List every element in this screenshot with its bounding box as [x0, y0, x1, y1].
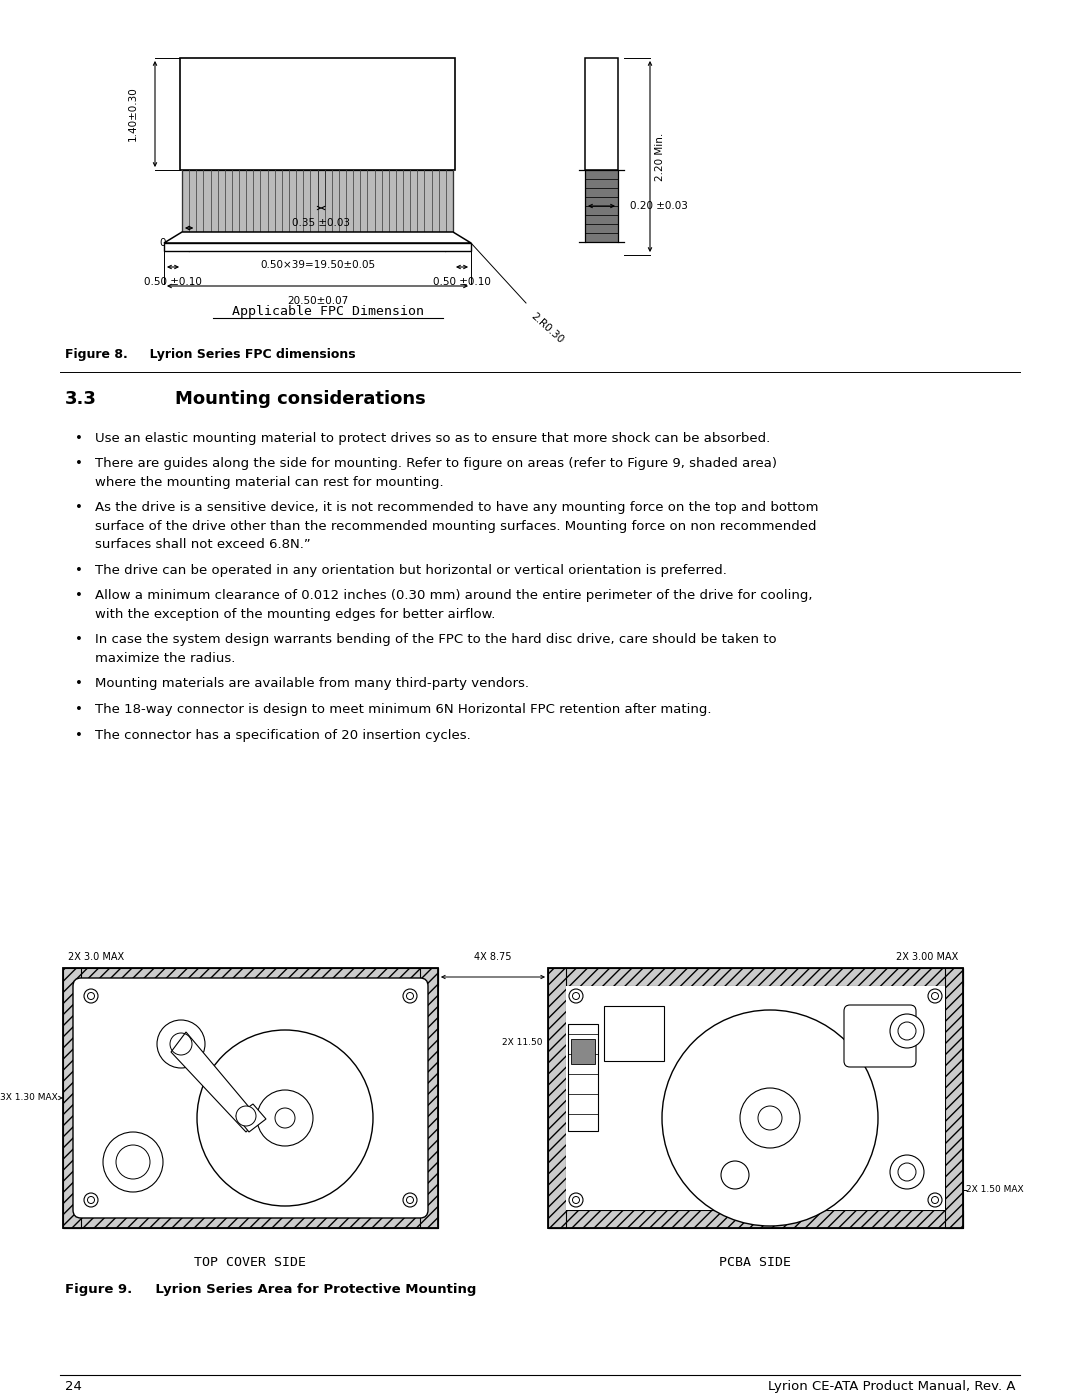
Text: Allow a minimum clearance of 0.012 inches (0.30 mm) around the entire perimeter : Allow a minimum clearance of 0.012 inche… — [95, 590, 812, 602]
Circle shape — [662, 1010, 878, 1227]
Polygon shape — [420, 968, 438, 1228]
Text: •: • — [75, 564, 83, 577]
Text: •: • — [75, 502, 83, 514]
Polygon shape — [180, 59, 455, 170]
Text: 20.50±0.07: 20.50±0.07 — [287, 296, 348, 306]
Text: surfaces shall not exceed 6.8N.”: surfaces shall not exceed 6.8N.” — [95, 538, 311, 552]
Text: 0.20 ±0.03: 0.20 ±0.03 — [630, 201, 688, 211]
FancyBboxPatch shape — [843, 1004, 916, 1067]
Circle shape — [928, 989, 942, 1003]
Text: 2.R0.30: 2.R0.30 — [529, 312, 566, 345]
Circle shape — [197, 1030, 373, 1206]
Circle shape — [84, 989, 98, 1003]
Text: 3X 1.30 MAX: 3X 1.30 MAX — [0, 1094, 58, 1102]
Circle shape — [157, 1020, 205, 1067]
Text: PCBA SIDE: PCBA SIDE — [719, 1256, 791, 1268]
Polygon shape — [63, 968, 81, 1228]
Text: 0.50 ±0.05: 0.50 ±0.05 — [160, 237, 218, 249]
Text: Figure 9.     Lyrion Series Area for Protective Mounting: Figure 9. Lyrion Series Area for Protect… — [65, 1282, 476, 1296]
Polygon shape — [604, 1006, 664, 1060]
Polygon shape — [566, 986, 945, 1210]
Polygon shape — [571, 1039, 595, 1065]
Polygon shape — [945, 968, 963, 1228]
Text: •: • — [75, 678, 83, 690]
Text: 2.20 Min.: 2.20 Min. — [654, 133, 665, 180]
Text: Mounting considerations: Mounting considerations — [175, 390, 426, 408]
Text: 2X 3.0 MAX: 2X 3.0 MAX — [68, 951, 124, 963]
Text: As the drive is a sensitive device, it is not recommended to have any mounting f: As the drive is a sensitive device, it i… — [95, 502, 819, 514]
Text: •: • — [75, 728, 83, 742]
Text: 0.50 ±0.10: 0.50 ±0.10 — [433, 277, 491, 286]
Circle shape — [569, 989, 583, 1003]
Text: In case the system design warrants bending of the FPC to the hard disc drive, ca: In case the system design warrants bendi… — [95, 633, 777, 647]
Text: The drive can be operated in any orientation but horizontal or vertical orientat: The drive can be operated in any orienta… — [95, 564, 727, 577]
Text: with the exception of the mounting edges for better airflow.: with the exception of the mounting edges… — [95, 608, 496, 622]
Text: 3.3: 3.3 — [65, 390, 97, 408]
Text: Applicable FPC Dimension: Applicable FPC Dimension — [231, 305, 423, 319]
Text: 2X 3.00 MAX: 2X 3.00 MAX — [895, 951, 958, 963]
Text: Use an elastic mounting material to protect drives so as to ensure that more sho: Use an elastic mounting material to prot… — [95, 432, 770, 446]
Text: 4X 1.20: 4X 1.20 — [86, 1014, 121, 1023]
Polygon shape — [237, 1104, 266, 1132]
Polygon shape — [585, 170, 618, 242]
Circle shape — [103, 1132, 163, 1192]
Text: 0.35 ±0.03: 0.35 ±0.03 — [292, 218, 350, 228]
FancyBboxPatch shape — [73, 978, 428, 1218]
Circle shape — [257, 1090, 313, 1146]
Text: 2X 1.50 MAX: 2X 1.50 MAX — [966, 1186, 1024, 1194]
Circle shape — [237, 1106, 256, 1126]
Polygon shape — [585, 59, 618, 170]
Polygon shape — [63, 1210, 438, 1228]
Circle shape — [890, 1014, 924, 1048]
Polygon shape — [548, 1210, 963, 1228]
Text: There are guides along the side for mounting. Refer to figure on areas (refer to: There are guides along the side for moun… — [95, 457, 777, 471]
Text: maximize the radius.: maximize the radius. — [95, 652, 235, 665]
Text: TOP COVER SIDE: TOP COVER SIDE — [194, 1256, 306, 1268]
Text: Lyrion CE-ATA Product Manual, Rev. A: Lyrion CE-ATA Product Manual, Rev. A — [768, 1380, 1015, 1393]
Circle shape — [84, 1193, 98, 1207]
Polygon shape — [164, 243, 471, 251]
Circle shape — [721, 1161, 750, 1189]
Circle shape — [569, 1193, 583, 1207]
Text: 2X 11.50: 2X 11.50 — [502, 1038, 543, 1046]
Text: 0.50×39=19.50±0.05: 0.50×39=19.50±0.05 — [260, 260, 375, 270]
Text: •: • — [75, 457, 83, 471]
Circle shape — [928, 1193, 942, 1207]
Text: The connector has a specification of 20 insertion cycles.: The connector has a specification of 20 … — [95, 728, 471, 742]
Polygon shape — [63, 968, 438, 986]
Text: Mounting materials are available from many third-party vendors.: Mounting materials are available from ma… — [95, 678, 529, 690]
Text: The 18-way connector is design to meet minimum 6N Horizontal FPC retention after: The 18-way connector is design to meet m… — [95, 703, 712, 717]
Text: •: • — [75, 703, 83, 717]
Text: •: • — [75, 590, 83, 602]
Text: where the mounting material can rest for mounting.: where the mounting material can rest for… — [95, 476, 444, 489]
Text: •: • — [75, 633, 83, 647]
Circle shape — [890, 1155, 924, 1189]
Polygon shape — [81, 986, 420, 1210]
Text: 24: 24 — [65, 1380, 82, 1393]
Text: Figure 8.     Lyrion Series FPC dimensions: Figure 8. Lyrion Series FPC dimensions — [65, 348, 355, 360]
Text: surface of the drive other than the recommended mounting surfaces. Mounting forc: surface of the drive other than the reco… — [95, 520, 816, 534]
Polygon shape — [548, 968, 566, 1228]
Polygon shape — [171, 1032, 259, 1132]
Polygon shape — [548, 968, 963, 986]
Circle shape — [403, 1193, 417, 1207]
Text: •: • — [75, 432, 83, 446]
Polygon shape — [568, 1024, 598, 1132]
Circle shape — [740, 1088, 800, 1148]
Circle shape — [403, 989, 417, 1003]
Text: 4X 8.75: 4X 8.75 — [474, 951, 512, 963]
Text: 0.50 ±0.10: 0.50 ±0.10 — [144, 277, 202, 286]
Text: 1.40±0.30: 1.40±0.30 — [129, 87, 138, 141]
Polygon shape — [183, 170, 453, 232]
Polygon shape — [164, 232, 471, 243]
